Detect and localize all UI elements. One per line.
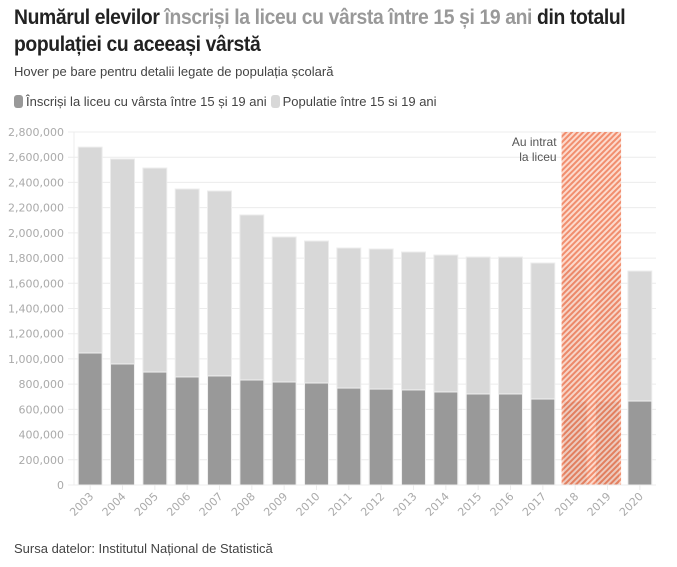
bar-enrolled-2003[interactable] [77,352,103,486]
chart-subtitle: Hover pe bare pentru detalii legate de p… [14,64,334,79]
legend-item-enrolled[interactable]: Înscriși la liceu cu vârsta între 15 și … [14,94,267,109]
y-tick-label: 1,000,000 [8,353,64,366]
y-tick-label: 2,600,000 [8,151,64,164]
x-tick-label: 2012 [358,490,387,519]
x-tick-label: 2005 [132,490,161,519]
x-tick-label: 2003 [67,490,96,519]
y-tick-label: 800,000 [19,378,65,391]
y-tick-label: 600,000 [19,403,65,416]
y-tick-label: 1,600,000 [8,277,64,290]
annotation-text: Au intrat [512,135,557,149]
y-tick-label: 1,400,000 [8,303,64,316]
legend: Înscriși la liceu cu vârsta între 15 și … [14,94,441,109]
x-tick-label: 2014 [423,490,452,519]
bar-enrolled-2004[interactable] [110,363,135,486]
legend-label-population: Populatie între 15 si 19 ani [282,94,437,109]
x-tick-label: 2011 [326,490,355,519]
x-tick-label: 2015 [455,490,484,519]
x-tick-label: 2006 [164,490,193,519]
chart-title: Numărul elevilor înscriși la liceu cu vâ… [14,4,676,58]
x-tick-label: 2007 [197,490,226,519]
y-tick-label: 400,000 [19,429,65,442]
y-tick-label: 0 [57,479,64,492]
bar-enrolled-2011[interactable] [336,387,362,486]
y-tick-label: 2,400,000 [8,176,64,189]
x-tick-label: 2016 [488,490,517,519]
x-tick-label: 2009 [261,490,290,519]
y-axis: 0 200,000 400,000 600,000 800,000 1,000,000 1,… [8,126,64,492]
y-tick-label: 200,000 [19,454,65,467]
x-tick-label: 2019 [585,490,614,519]
bar-enrolled-2007[interactable] [207,375,232,486]
annotation-text: la liceu [519,150,556,164]
x-tick-label: 2008 [229,490,258,519]
y-tick-label: 2,200,000 [8,202,64,215]
bar-enrolled-2010[interactable] [304,382,329,486]
x-tick-label: 2013 [391,490,420,519]
highlight-hatched-area [561,132,622,485]
x-tick-label: 2004 [100,490,129,519]
bar-enrolled-2012[interactable] [368,388,394,486]
bar-enrolled-2014[interactable] [433,391,459,486]
title-highlight: înscriși la liceu cu vârsta între 15 și … [164,6,533,29]
x-tick-label: 2017 [520,490,549,519]
legend-swatch-population [270,95,280,108]
x-tick-label: 2020 [617,490,646,519]
bar-enrolled-2009[interactable] [271,381,297,486]
bar-enrolled-2005[interactable] [142,371,168,486]
legend-swatch-enrolled [14,95,23,108]
bar-enrolled-2017[interactable] [530,398,556,486]
y-tick-label: 2,800,000 [8,126,64,139]
bar-enrolled-2006[interactable] [174,376,200,486]
x-tick-label: 2010 [294,490,323,519]
y-tick-label: 1,800,000 [8,252,64,265]
bar-enrolled-2015[interactable] [465,393,491,486]
y-tick-label: 2,000,000 [8,227,64,240]
bar-enrolled-2020[interactable] [627,400,653,486]
title-part2: din totalul populației cu aceeași vârstă [14,6,626,56]
bar-enrolled-2013[interactable] [401,389,426,486]
y-tick-label: 1,200,000 [8,328,64,341]
x-tick-label: 2018 [552,490,581,519]
bar-chart: 0 200,000 400,000 600,000 800,000 1,000,000 1,… [8,126,656,519]
title-part1: Numărul elevilor [14,6,165,29]
bar-enrolled-2008[interactable] [239,379,265,486]
legend-item-population[interactable]: Populatie între 15 si 19 ani [270,94,437,109]
x-axis: 2003 2004 2005 2006 2007 2008 2009 2010 2011 2012… [67,484,656,519]
source-note: Sursa datelor: Institutul Național de St… [14,541,273,556]
bar-enrolled-2016[interactable] [498,393,523,486]
legend-label-enrolled: Înscriși la liceu cu vârsta între 15 și … [26,94,267,109]
